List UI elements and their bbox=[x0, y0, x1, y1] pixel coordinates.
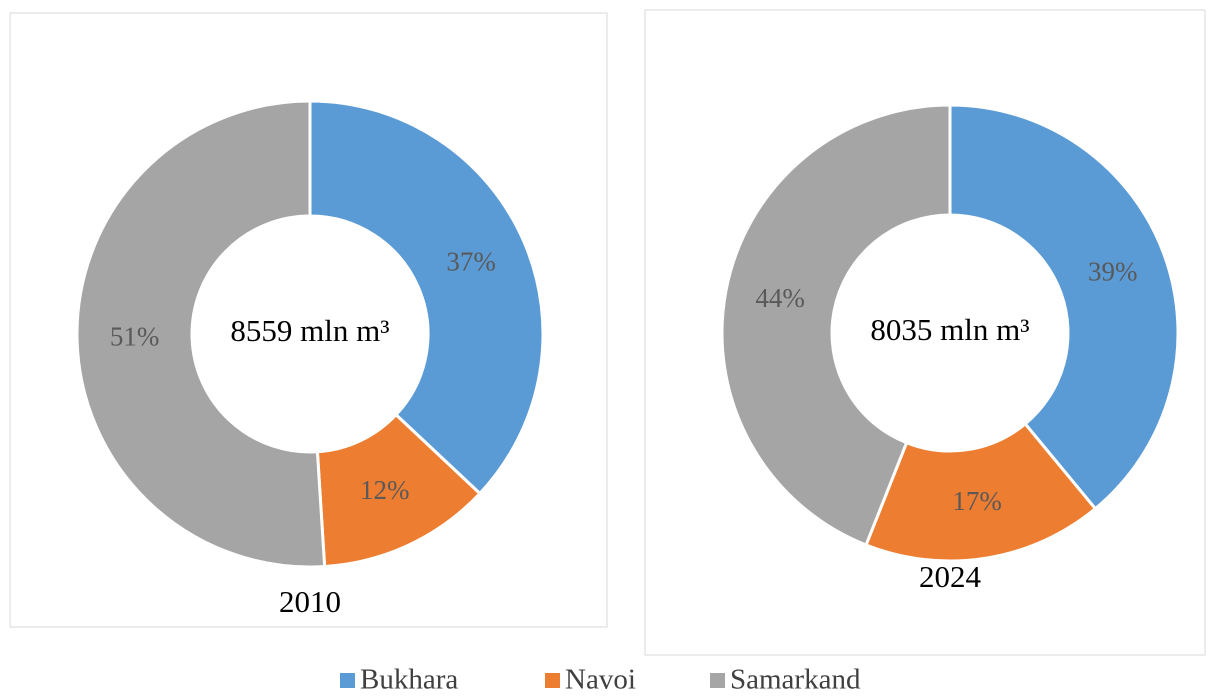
legend-label: Navoi bbox=[565, 664, 636, 696]
center-label: 8559 mln m³ bbox=[230, 313, 389, 348]
data-label: 44% bbox=[755, 283, 805, 313]
chart-title: 2010 bbox=[279, 584, 341, 619]
donut-slice bbox=[948, 103, 1180, 511]
legend-swatch bbox=[710, 673, 725, 688]
data-label: 37% bbox=[446, 247, 496, 277]
data-label: 17% bbox=[952, 486, 1002, 516]
chart-title: 2024 bbox=[919, 559, 982, 594]
legend-label: Samarkand bbox=[730, 664, 861, 696]
data-label: 39% bbox=[1088, 257, 1138, 287]
legend-swatch bbox=[545, 673, 560, 688]
donut-slice bbox=[864, 421, 1098, 563]
donut-slice bbox=[720, 103, 952, 547]
legend-label: Bukhara bbox=[360, 664, 458, 696]
data-label: 51% bbox=[110, 322, 160, 352]
donut-slice bbox=[75, 99, 327, 569]
center-label: 8035 mln m³ bbox=[870, 312, 1029, 347]
data-label: 12% bbox=[360, 475, 410, 505]
donut-slice bbox=[308, 99, 545, 496]
legend-swatch bbox=[340, 673, 355, 688]
